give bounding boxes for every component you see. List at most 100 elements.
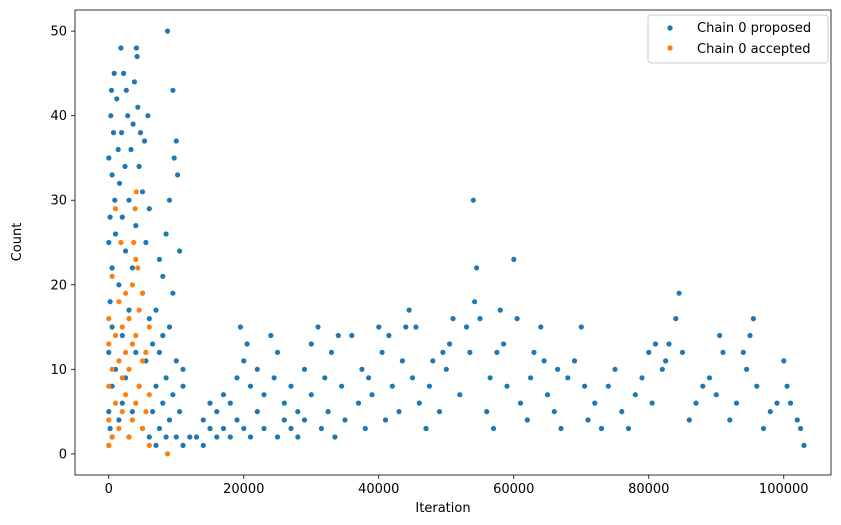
data-point	[450, 316, 456, 322]
data-point	[295, 434, 301, 440]
data-point	[139, 425, 146, 432]
data-point	[141, 138, 148, 144]
data-point	[133, 400, 139, 406]
data-point	[413, 324, 419, 330]
data-point	[207, 425, 213, 432]
data-point	[133, 349, 139, 355]
data-point	[359, 366, 365, 372]
data-point	[774, 400, 780, 406]
data-point	[173, 138, 179, 144]
data-point	[308, 341, 314, 347]
data-point	[301, 417, 308, 423]
data-point	[160, 273, 166, 279]
data-point	[129, 417, 135, 423]
data-point	[106, 417, 112, 423]
data-point	[166, 324, 173, 330]
data-point	[754, 383, 760, 389]
data-point	[406, 307, 412, 313]
data-point	[679, 349, 686, 355]
data-point	[129, 265, 135, 271]
data-point	[119, 375, 125, 381]
data-point	[514, 316, 520, 322]
data-point	[214, 434, 220, 440]
data-point	[143, 349, 149, 355]
data-point	[109, 265, 115, 271]
data-point	[106, 349, 112, 355]
data-point	[133, 189, 139, 195]
data-point	[760, 425, 767, 432]
data-point	[110, 130, 117, 136]
data-point	[254, 366, 260, 372]
plot-area	[74, 9, 832, 476]
data-point	[504, 383, 510, 389]
data-point	[295, 409, 301, 415]
data-point	[170, 290, 176, 296]
data-point	[355, 400, 362, 406]
data-point	[663, 358, 669, 364]
data-point	[106, 239, 112, 246]
data-point	[126, 434, 132, 440]
data-point	[123, 290, 129, 296]
x-tick-label: 0	[105, 482, 113, 497]
data-point	[382, 417, 389, 423]
data-point	[322, 375, 328, 381]
data-point	[268, 332, 274, 339]
data-point	[139, 358, 146, 364]
data-point	[170, 392, 176, 398]
x-tick-label: 40000	[358, 482, 399, 497]
data-point	[494, 349, 500, 355]
data-point	[156, 425, 162, 432]
data-point	[160, 400, 166, 406]
x-axis-label: Iteration	[415, 501, 470, 516]
data-point	[116, 299, 122, 305]
data-point	[109, 273, 115, 279]
data-point	[605, 383, 611, 389]
data-point	[555, 366, 561, 372]
data-point	[784, 383, 790, 389]
data-point	[135, 265, 141, 271]
data-point	[153, 307, 159, 313]
data-point	[416, 400, 422, 406]
data-point	[123, 87, 129, 93]
data-point	[146, 316, 152, 322]
data-point	[129, 341, 135, 347]
data-point	[423, 425, 429, 432]
data-point	[328, 349, 335, 355]
data-point	[666, 341, 672, 347]
data-point	[156, 349, 162, 355]
data-point	[171, 155, 177, 161]
data-point	[659, 366, 665, 372]
data-point	[164, 28, 171, 34]
data-point	[125, 113, 131, 119]
data-point	[116, 417, 122, 423]
x-tick-label: 80000	[628, 482, 669, 497]
data-point	[133, 332, 139, 339]
data-point	[123, 248, 129, 254]
data-point	[116, 425, 122, 432]
data-point	[128, 146, 134, 153]
data-point	[639, 375, 645, 381]
data-point	[585, 417, 591, 423]
data-point	[163, 434, 169, 440]
data-point	[200, 417, 206, 423]
data-point	[118, 239, 124, 246]
data-point	[237, 324, 243, 330]
data-point	[798, 425, 804, 432]
data-point	[686, 417, 692, 423]
legend-marker-accepted	[667, 45, 673, 51]
data-point	[517, 400, 524, 406]
data-point	[632, 392, 638, 398]
data-point	[470, 197, 476, 203]
data-point	[106, 341, 112, 347]
data-point	[598, 425, 605, 432]
data-point	[150, 409, 156, 415]
data-point	[436, 409, 443, 415]
data-point	[241, 425, 247, 432]
data-point	[126, 316, 132, 322]
data-point	[335, 332, 341, 339]
data-point	[247, 383, 254, 389]
data-point	[673, 316, 679, 322]
data-point	[727, 417, 733, 423]
data-point	[108, 87, 115, 93]
